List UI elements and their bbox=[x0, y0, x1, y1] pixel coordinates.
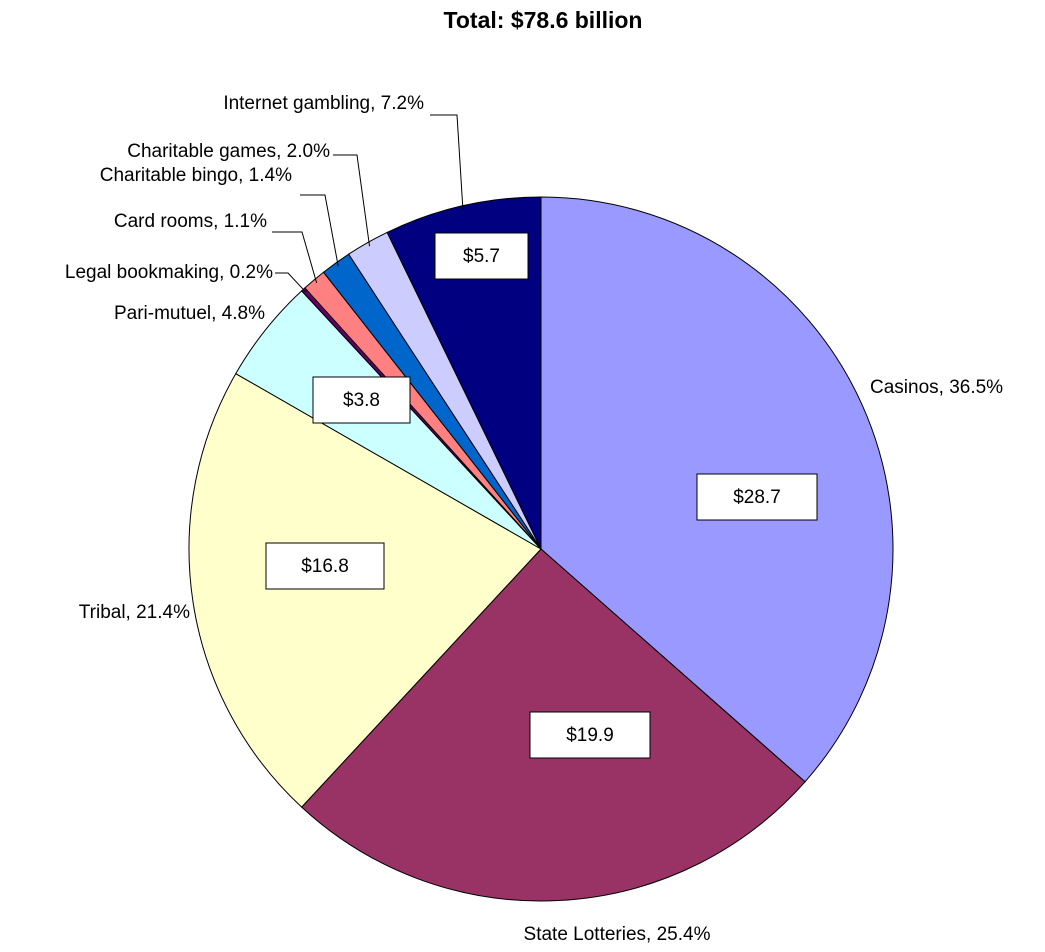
amount-label: $16.8 bbox=[301, 556, 349, 577]
leader-line bbox=[272, 231, 318, 284]
leader-line bbox=[333, 154, 371, 247]
amount-label: $3.8 bbox=[343, 390, 380, 411]
leader-line bbox=[300, 194, 339, 267]
amount-box bbox=[312, 376, 411, 424]
slice-label: Tribal, 21.4% bbox=[79, 602, 190, 623]
slice-label: State Lotteries, 25.4% bbox=[524, 924, 711, 945]
slice-label: Casinos, 36.5% bbox=[870, 377, 1003, 398]
slice-label: Legal bookmaking, 0.2% bbox=[65, 262, 273, 283]
pie-slice bbox=[386, 196, 542, 550]
amount-label: $5.7 bbox=[463, 246, 500, 267]
slice-label: Internet gambling, 7.2% bbox=[223, 93, 424, 114]
amount-box bbox=[434, 232, 529, 280]
slice-label: Charitable bingo, 1.4% bbox=[100, 165, 292, 186]
leader-line bbox=[430, 114, 464, 210]
amount-label: $28.7 bbox=[733, 487, 781, 508]
amount-label: $19.9 bbox=[566, 725, 614, 746]
amount-box bbox=[529, 711, 651, 759]
pie-slice bbox=[188, 372, 542, 808]
amount-box bbox=[265, 542, 385, 590]
chart-title: Total: $78.6 billion bbox=[444, 7, 643, 33]
slice-label: Card rooms, 1.1% bbox=[114, 211, 267, 232]
slice-label: Pari-mutuel, 4.8% bbox=[114, 303, 265, 324]
amount-box bbox=[696, 473, 818, 521]
slice-label: Charitable games, 2.0% bbox=[127, 141, 330, 162]
leader-line bbox=[275, 272, 307, 293]
